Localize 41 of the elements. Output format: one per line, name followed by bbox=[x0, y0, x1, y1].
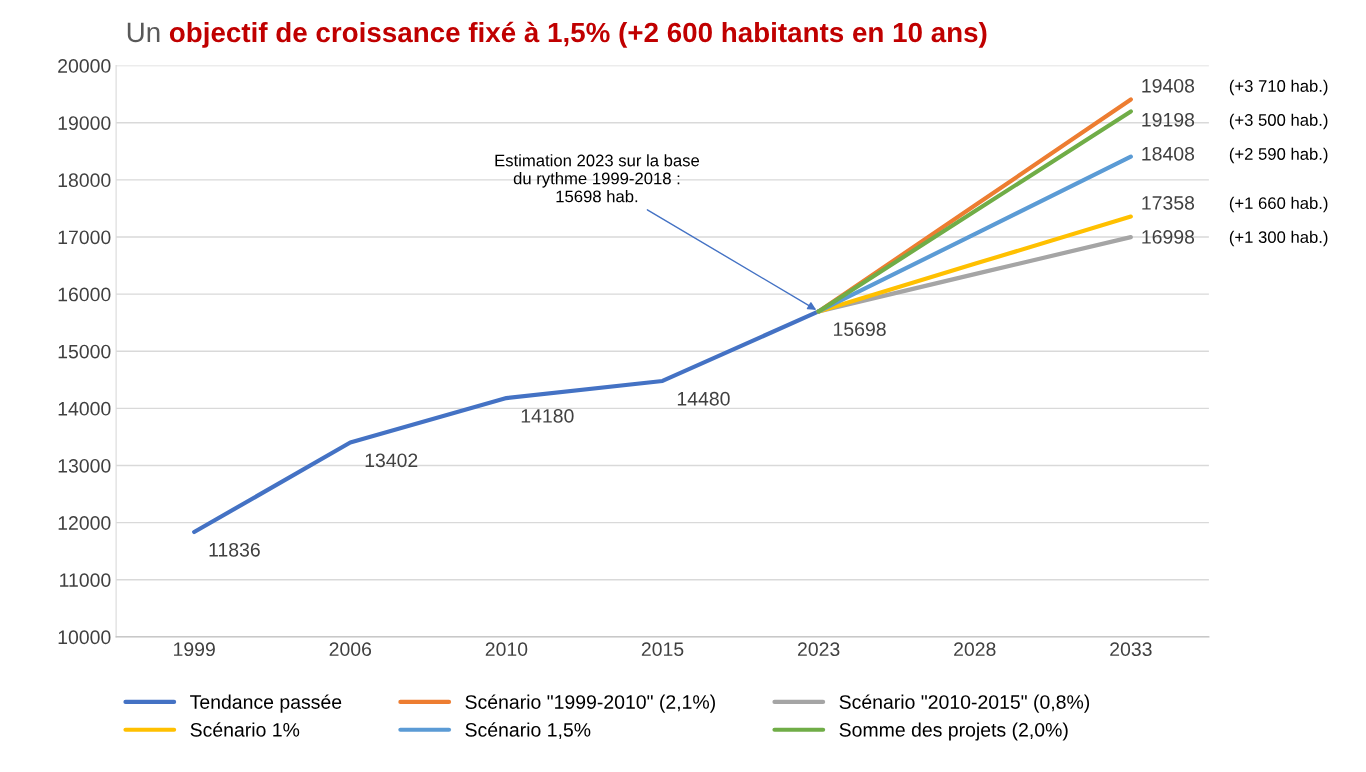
y-tick-label: 18000 bbox=[58, 173, 111, 188]
legend-label: Scénario 1% bbox=[190, 722, 300, 737]
annotation: Estimation 2023 sur la base du rythme 1999-2018 : 15698 hab. bbox=[495, 154, 700, 203]
text: (+3 500 hab.) bbox=[1229, 113, 1328, 130]
x-tick-label: 1999 bbox=[174, 642, 215, 657]
x-tick-label: 2010 bbox=[485, 642, 528, 657]
legend-label: Scénario "2010-2015" (0,8%) bbox=[839, 694, 1090, 713]
data-label: 18408 bbox=[1142, 146, 1195, 161]
data-label: 15698 bbox=[834, 322, 886, 337]
legend-label: Scénario 1,5% bbox=[465, 722, 591, 740]
data-label: 14480 bbox=[677, 391, 730, 406]
y-tick-label: 20000 bbox=[58, 59, 111, 73]
y-tick-label: 10000 bbox=[58, 630, 111, 645]
data-label: 13402 bbox=[365, 453, 418, 468]
y-tick-label: 15000 bbox=[58, 344, 111, 359]
y-tick-label: 16000 bbox=[58, 287, 111, 302]
y-tick-label: 17000 bbox=[58, 230, 111, 245]
x-tick-label: 2033 bbox=[1110, 642, 1152, 657]
text: (+1 300 hab.) bbox=[1229, 230, 1328, 247]
text: (+2 590 hab.) bbox=[1229, 147, 1328, 164]
chart-title: Un objectif de croissance fixé à 1,5% (+2 600 habitants en 10 ans) bbox=[127, 21, 987, 48]
data-label: 19198 bbox=[1142, 112, 1195, 127]
data-label: 16998 bbox=[1142, 230, 1195, 244]
legend-label: Scénario "1999-2010" (2,1%) bbox=[465, 694, 715, 713]
data-label: 17358 bbox=[1142, 196, 1195, 210]
x-tick-label: 2006 bbox=[329, 642, 372, 657]
y-tick-label: 19000 bbox=[58, 116, 111, 130]
text: (+1 660 hab.) bbox=[1229, 196, 1328, 213]
y-tick-label: 12000 bbox=[58, 516, 111, 530]
data-label: 11836 bbox=[209, 542, 260, 557]
data-label: 14180 bbox=[521, 409, 574, 423]
legend-label: Tendance passée bbox=[190, 694, 342, 713]
x-tick-label: 2028 bbox=[954, 642, 996, 657]
x-tick-label: 2015 bbox=[641, 642, 684, 657]
y-tick-label: 14000 bbox=[58, 401, 111, 416]
y-tick-label: 11000 bbox=[60, 573, 111, 588]
y-tick-label: 13000 bbox=[58, 458, 111, 473]
legend-label: Somme des projets (2,0%) bbox=[839, 722, 1068, 741]
text: (+3 710 hab.) bbox=[1229, 79, 1328, 96]
x-tick-label: 2023 bbox=[797, 642, 840, 657]
data-label: 19408 bbox=[1142, 78, 1195, 93]
